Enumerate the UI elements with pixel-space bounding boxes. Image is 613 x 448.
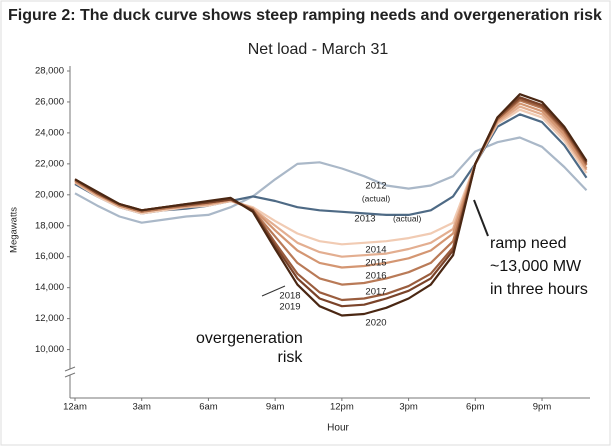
y-axis-label: Megawatts bbox=[9, 207, 20, 253]
x-tick-label: 6am bbox=[199, 402, 218, 413]
x-tick-label: 6pm bbox=[466, 402, 485, 413]
y-tick-label: 18,000 bbox=[35, 220, 64, 231]
leader-line bbox=[261, 285, 286, 297]
series-line bbox=[74, 136, 588, 224]
series-label: 2017 bbox=[365, 287, 386, 298]
y-tick-label: 14,000 bbox=[35, 282, 64, 293]
y-tick-label: 12,000 bbox=[35, 313, 64, 324]
y-tick-label: 24,000 bbox=[35, 127, 64, 138]
series-line bbox=[74, 93, 588, 317]
series-note: (actual) bbox=[362, 193, 391, 203]
x-tick-label: 12pm bbox=[330, 402, 354, 413]
series-label: 2016 bbox=[365, 271, 386, 282]
y-tick-label: 26,000 bbox=[35, 96, 64, 107]
chart-title: Net load - March 31 bbox=[248, 41, 389, 58]
axis-break bbox=[64, 366, 76, 372]
axis-break bbox=[64, 372, 76, 378]
series-label: 2018 bbox=[279, 291, 300, 302]
axis-break-gap bbox=[66, 369, 74, 375]
annotation: overgeneration bbox=[196, 330, 303, 347]
figure-title: Figure 2: The duck curve shows steep ram… bbox=[8, 7, 602, 24]
x-tick-label: 3pm bbox=[399, 402, 418, 413]
series-label: 2012 bbox=[365, 181, 386, 192]
annotation: risk bbox=[278, 349, 304, 366]
y-tick-label: 10,000 bbox=[35, 344, 64, 355]
series-label: 2014 bbox=[365, 245, 386, 256]
y-tick-label: 20,000 bbox=[35, 189, 64, 200]
series-label: 2020 bbox=[365, 318, 386, 329]
series-note: (actual) bbox=[393, 213, 422, 223]
y-tick-label: 16,000 bbox=[35, 251, 64, 262]
annotation: ~13,000 MW bbox=[490, 258, 582, 275]
annotation: ramp need bbox=[490, 235, 567, 252]
x-tick-label: 9pm bbox=[533, 402, 552, 413]
x-tick-label: 3am bbox=[132, 402, 151, 413]
y-tick-label: 22,000 bbox=[35, 158, 64, 169]
x-axis-label: Hour bbox=[327, 423, 349, 434]
series-label: 2015 bbox=[365, 258, 386, 269]
ramp-leader bbox=[473, 199, 489, 237]
y-tick-label: 28,000 bbox=[35, 66, 64, 77]
series-line bbox=[74, 108, 588, 246]
x-tick-label: 12am bbox=[63, 402, 87, 413]
x-tick-label: 9am bbox=[266, 402, 285, 413]
annotation: in three hours bbox=[490, 281, 588, 298]
series-label: 2013 bbox=[354, 214, 375, 225]
series-label: 2019 bbox=[279, 302, 300, 313]
